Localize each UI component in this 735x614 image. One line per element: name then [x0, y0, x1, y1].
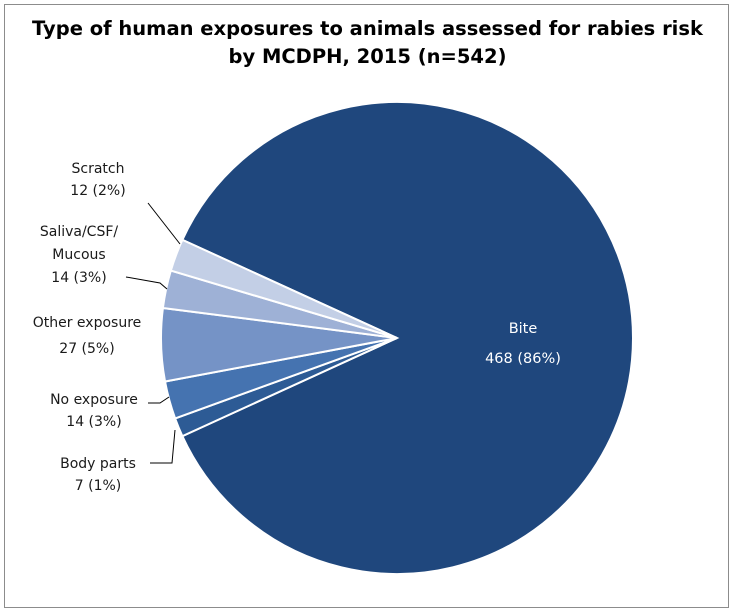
label-body-parts-name: Body parts: [60, 456, 136, 472]
label-body-parts-value: 7 (1%): [75, 478, 122, 494]
label-no-exposure-value: 14 (3%): [66, 414, 121, 430]
label-scratch-name: Scratch: [72, 161, 125, 177]
pie-slice-bite: [181, 101, 634, 575]
label-bite-value: 468 (86%): [485, 351, 561, 367]
leader-line-body-parts: [150, 429, 176, 464]
chart-title: Type of human exposures to animals asses…: [5, 15, 730, 71]
leader-line-saliva-csf-mucous: [125, 276, 168, 290]
chart-title-line-2: by MCDPH, 2015 (n=542): [228, 45, 507, 68]
label-saliva-csf-mucous-name-1: Saliva/CSF/: [40, 224, 119, 240]
label-other-exposure-value: 27 (5%): [59, 341, 114, 357]
pie-slice-scratch: [169, 238, 398, 339]
leader-line-no-exposure: [148, 396, 170, 404]
chart-title-line-1: Type of human exposures to animals asses…: [32, 17, 703, 40]
leader-line-scratch: [147, 202, 181, 245]
label-bite-name: Bite: [509, 321, 538, 337]
label-saliva-csf-mucous-value: 14 (3%): [51, 270, 106, 286]
label-scratch-value: 12 (2%): [70, 183, 125, 199]
label-no-exposure-name: No exposure: [50, 392, 138, 408]
label-other-exposure-name: Other exposure: [33, 315, 142, 331]
label-saliva-csf-mucous-name-2: Mucous: [52, 247, 105, 263]
